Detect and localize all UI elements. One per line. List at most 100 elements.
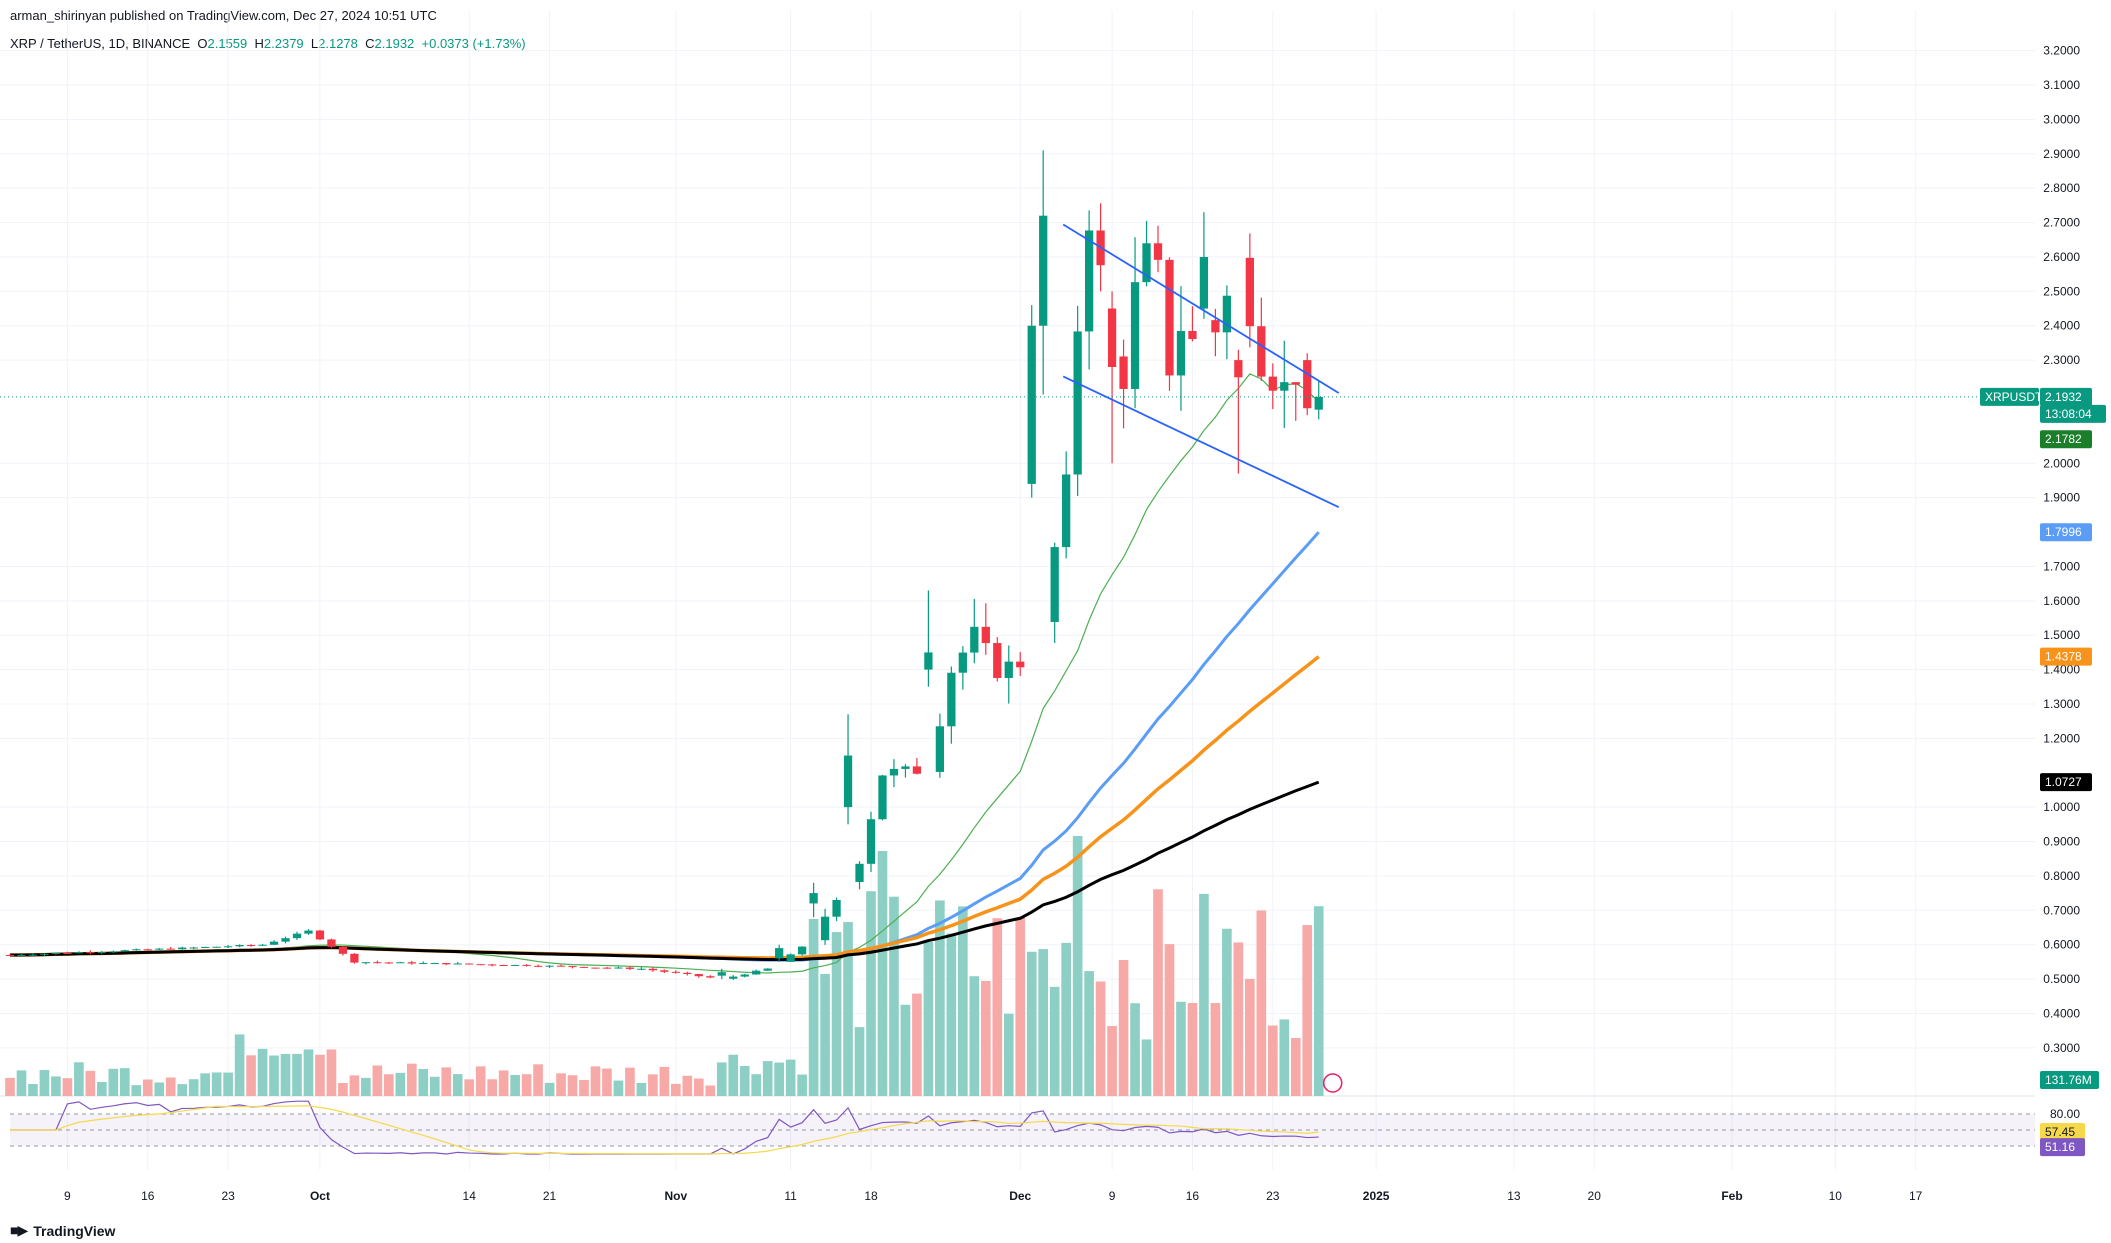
x-tick-label: 23: [221, 1189, 235, 1203]
candle-body: [993, 643, 1002, 678]
volume-bar: [361, 1077, 371, 1096]
close-label: C: [365, 36, 375, 51]
volume-bar: [958, 906, 968, 1096]
brand-name: TradingView: [33, 1222, 116, 1239]
trendline-1: [1062, 223, 1340, 394]
volume-bar: [119, 1068, 130, 1096]
x-tick-label: 23: [1266, 1189, 1280, 1203]
volume-bar: [1072, 836, 1083, 1096]
low-value: 2.1278: [318, 36, 358, 51]
candle-body: [1039, 215, 1048, 326]
volume-bar: [980, 980, 991, 1096]
volume-bar: [349, 1075, 360, 1096]
x-tick-label: 14: [463, 1189, 477, 1203]
volume-bar: [223, 1072, 233, 1096]
volume-bar: [280, 1053, 291, 1096]
volume-bar: [395, 1072, 406, 1096]
volume-bar: [556, 1073, 566, 1096]
publisher-line: arman_shirinyan published on TradingView…: [10, 8, 437, 23]
y-tick-label: 0.8000: [2043, 869, 2080, 883]
candle-body: [120, 950, 129, 952]
volume-bar: [1210, 1003, 1221, 1096]
low-label: L: [310, 36, 319, 51]
candle-body: [1314, 396, 1323, 410]
volume-bar: [51, 1076, 61, 1096]
candle-body: [866, 819, 876, 864]
rsi-value-tag: 51.16: [2045, 1140, 2075, 1154]
volume-bar: [1003, 1013, 1014, 1096]
candle-body: [694, 974, 703, 977]
volume-bar: [935, 900, 945, 1096]
volume-bar: [1199, 893, 1209, 1096]
y-tick-label: 1.2000: [2043, 731, 2080, 745]
candle-body: [304, 930, 313, 934]
candle-body: [855, 863, 864, 883]
rsi-pane: [10, 1100, 2035, 1155]
last-price-tag: 2.1932: [2045, 390, 2082, 404]
last-price-tag-bg: [2040, 387, 2092, 406]
rsi-level-label: 80.00: [2050, 1107, 2080, 1121]
candle-body: [212, 946, 221, 948]
candle-body: [625, 967, 635, 969]
y-tick-label: 1.6000: [2043, 594, 2080, 608]
volume-bar: [211, 1072, 222, 1096]
volume-tag: 131.76M: [2045, 1073, 2092, 1087]
x-tick-label: 9: [64, 1189, 71, 1203]
candle-body: [1119, 356, 1128, 389]
volume-bar: [234, 1034, 245, 1096]
candle-body: [832, 899, 841, 917]
candle-body: [246, 945, 256, 947]
volume-bar: [1245, 978, 1255, 1096]
symbol-price-tag: XRPUSDT: [1985, 390, 2043, 404]
candle-body: [51, 952, 61, 954]
candle-body: [269, 941, 279, 945]
volume-bar: [602, 1068, 612, 1096]
volume-bar: [808, 918, 819, 1096]
y-tick-label: 2.9000: [2043, 147, 2080, 161]
volume-bar: [257, 1048, 268, 1096]
volume-bars: [5, 836, 1324, 1096]
volume-bar: [739, 1066, 750, 1096]
volume-bar: [326, 1049, 337, 1096]
y-tick-label: 0.6000: [2043, 938, 2080, 952]
volume-bar: [1267, 1025, 1278, 1096]
y-tick-label: 1.5000: [2043, 628, 2080, 642]
volume-bar: [1256, 910, 1267, 1096]
candle-body: [1084, 230, 1094, 332]
volume-bar: [85, 1070, 96, 1096]
volume-bar: [1222, 928, 1232, 1096]
candle-body: [763, 968, 772, 971]
x-tick-label: 16: [1186, 1189, 1200, 1203]
y-tick-label: 2.4000: [2043, 319, 2080, 333]
y-tick-label: 0.5000: [2043, 972, 2080, 986]
volume-bar: [292, 1053, 302, 1096]
candle-body: [556, 965, 566, 967]
volume-bar: [452, 1074, 463, 1096]
volume-bar: [372, 1065, 383, 1096]
high-value: 2.2379: [263, 36, 304, 51]
brand-footer[interactable]: ■▶ TradingView: [10, 1222, 115, 1239]
candle-body: [671, 971, 680, 973]
x-tick-label: 10: [1829, 1189, 1843, 1203]
ma-mid-tag: 1.7996: [2045, 525, 2082, 539]
volume-bar: [74, 1062, 84, 1096]
candle-body: [775, 948, 784, 959]
x-tick-label: 17: [1909, 1189, 1923, 1203]
candle-body: [568, 966, 577, 968]
candle-body: [958, 652, 967, 673]
candle-body: [97, 951, 106, 953]
symbol-title[interactable]: XRP / TetherUS, 1D, BINANCE: [10, 36, 191, 51]
candle-body: [752, 970, 761, 975]
symbol-ohlc-line: XRP / TetherUS, 1D, BINANCE O2.1559 H2.2…: [10, 36, 526, 51]
volume-bar: [303, 1049, 314, 1096]
candle-body: [591, 967, 600, 969]
volume-bar: [1049, 986, 1060, 1096]
candle-body: [258, 944, 267, 946]
y-tick-label: 2.3000: [2043, 353, 2080, 367]
volume-bar: [1290, 1038, 1301, 1096]
volume-bar: [39, 1070, 50, 1096]
candle-body: [1245, 257, 1254, 327]
chart-grid: [0, 10, 2035, 1170]
candle-body: [430, 963, 439, 965]
